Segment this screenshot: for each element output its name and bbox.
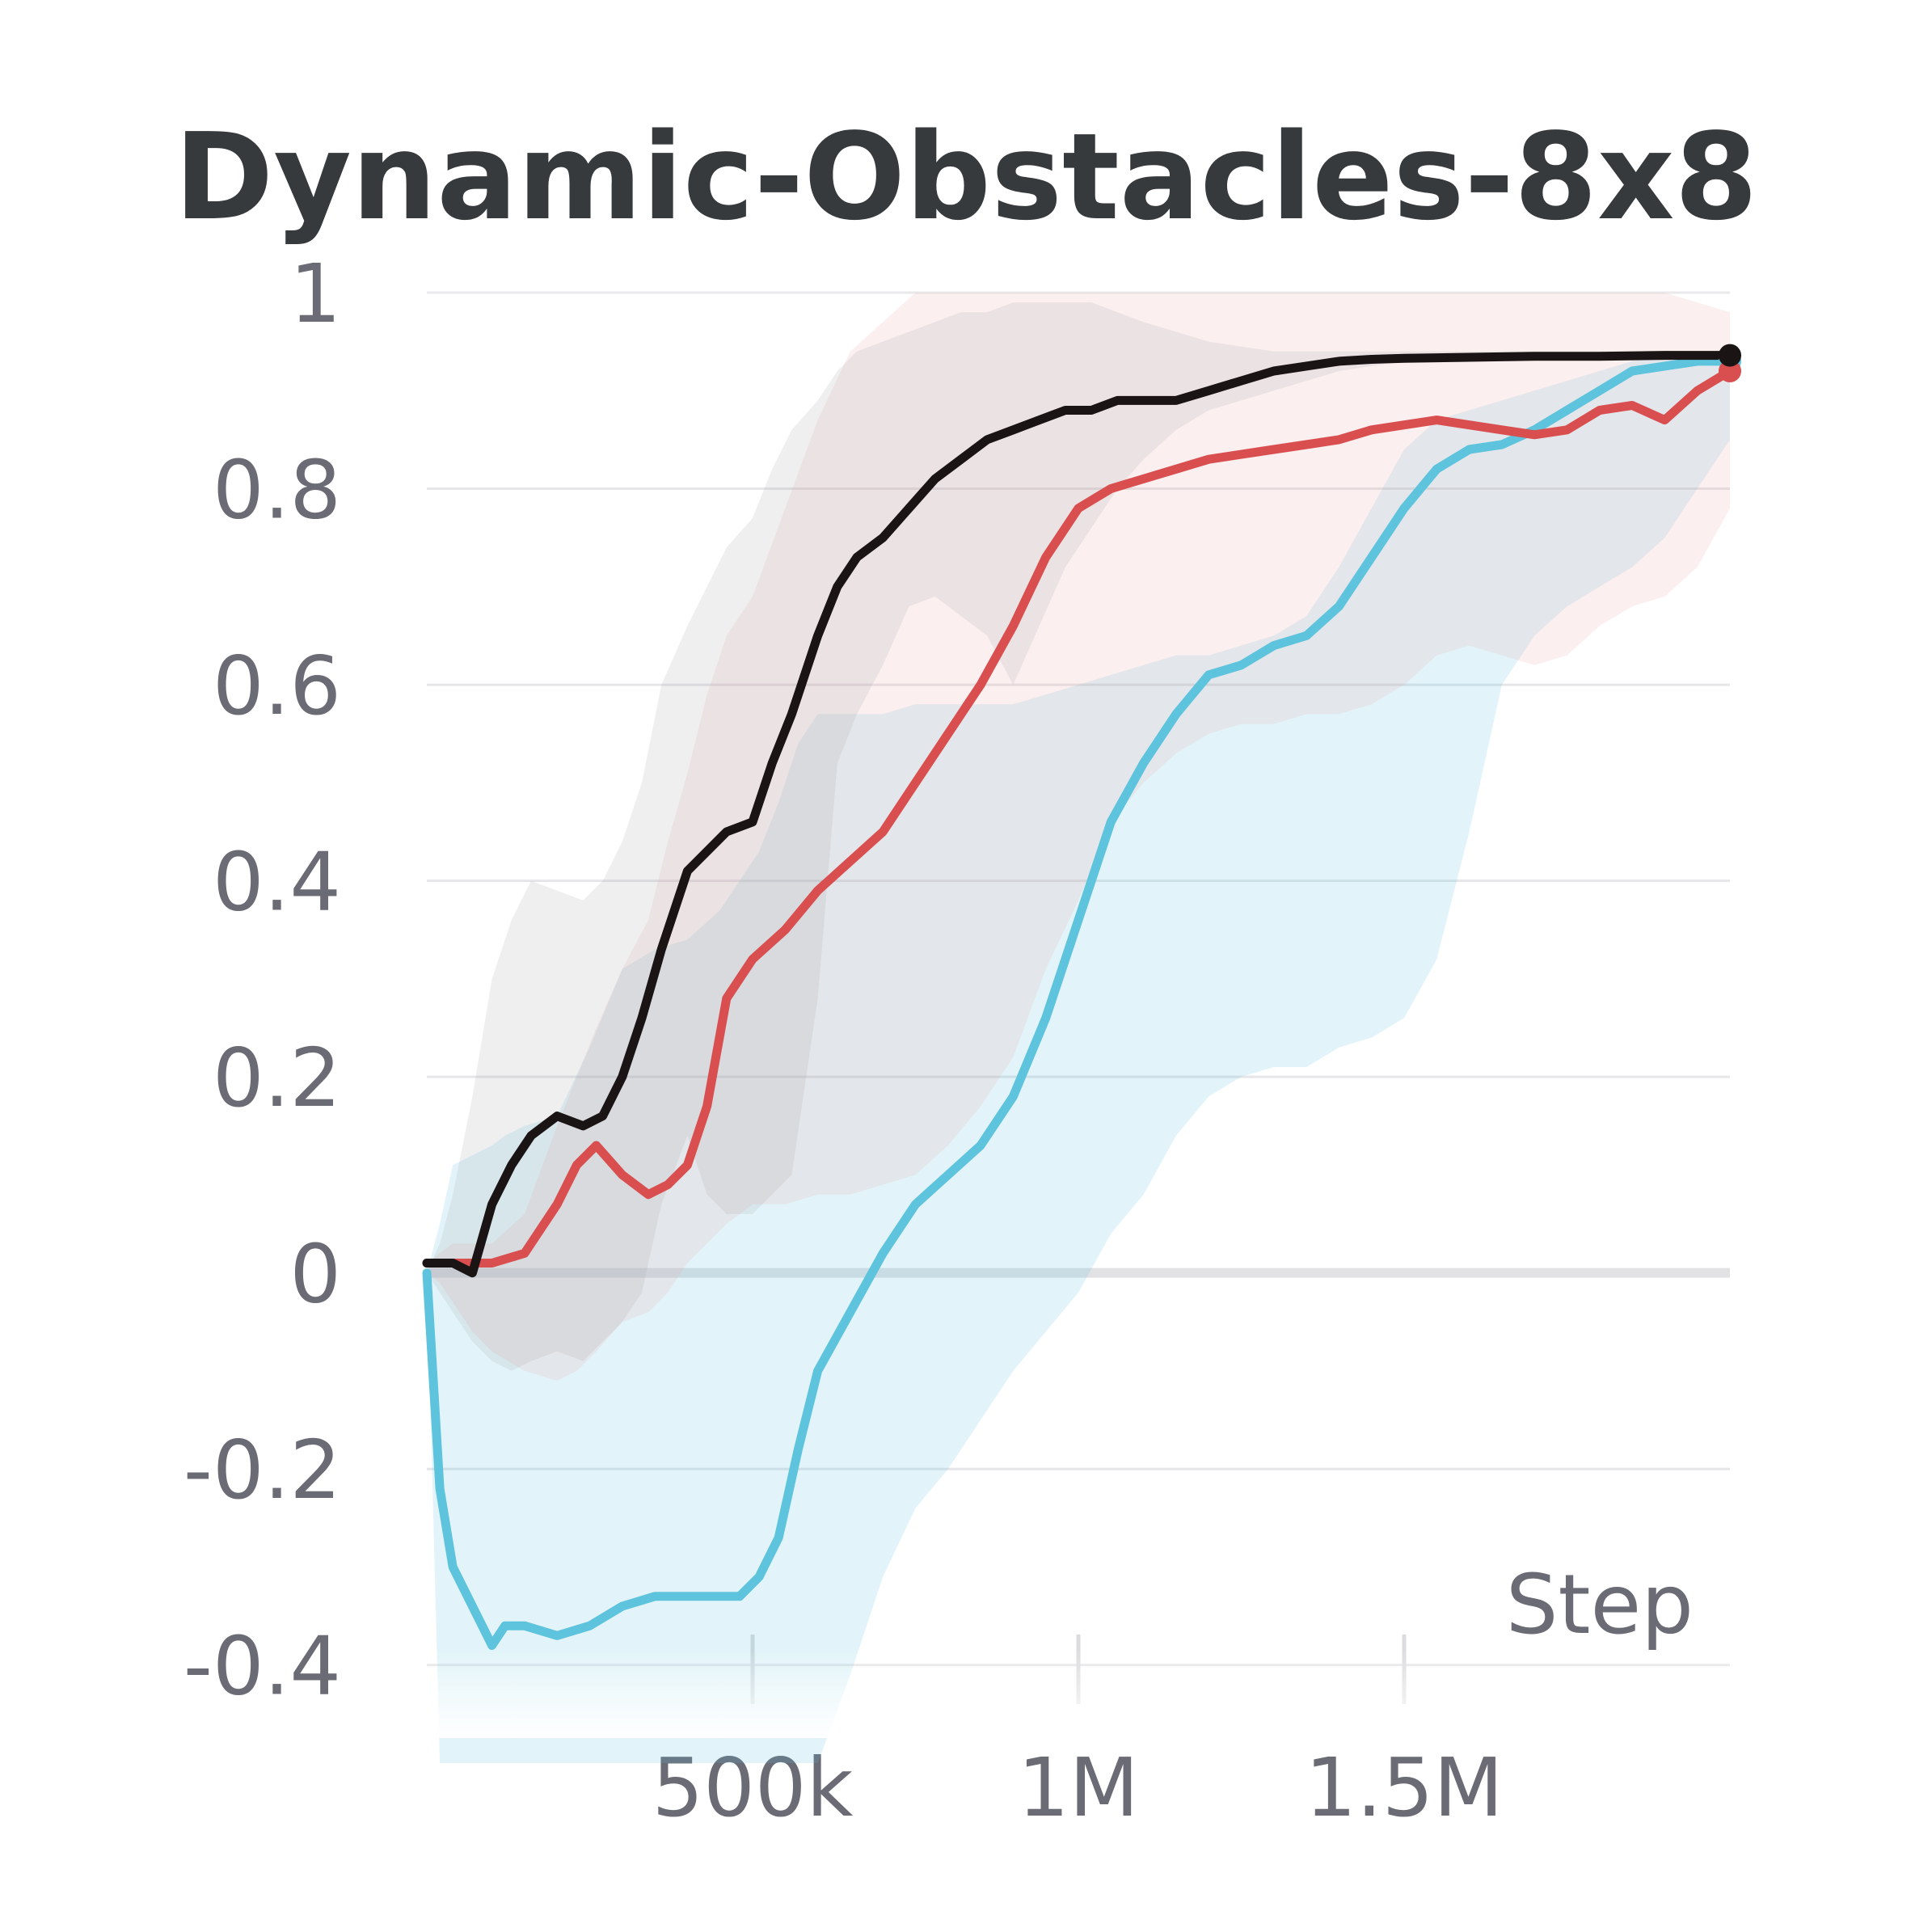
x-tick-labels: 500k 1M 1.5M	[652, 1740, 1504, 1835]
series-2-line	[422, 351, 1735, 1278]
x-axis-label: Step	[1506, 1557, 1694, 1653]
series-end-markers	[1719, 344, 1741, 383]
y-tick-label-2: 0.6	[213, 639, 341, 733]
y-tick-labels: 1 0.8 0.6 0.4 0.2 0 -0.2 -0.4	[183, 247, 341, 1714]
y-tick-label-5: 0	[289, 1227, 341, 1322]
chart-title: Dynamic-Obstacles-8x8	[175, 108, 1758, 247]
y-tick-label-0: 1	[289, 247, 341, 341]
series-1-band	[427, 293, 1730, 1382]
y-tick-label-3: 0.4	[213, 835, 341, 930]
series-lines	[422, 351, 1735, 1650]
x-tick-label-2: 1.5M	[1305, 1740, 1503, 1835]
grid-lines	[427, 291, 1730, 1667]
y-tick-label-1: 0.8	[213, 443, 341, 538]
series-2-end-marker	[1719, 344, 1741, 367]
y-tick-label-4: 0.2	[213, 1031, 341, 1125]
series-2-band	[427, 302, 1730, 1371]
series-0-band	[427, 351, 1730, 1763]
y-tick-label-7: -0.4	[183, 1619, 341, 1714]
x-tick-label-1: 1M	[1018, 1740, 1139, 1835]
x-tick-label-0: 500k	[652, 1740, 854, 1835]
series-1-line	[422, 366, 1735, 1268]
series-1-end-marker	[1719, 360, 1741, 383]
series-0-line	[422, 356, 1735, 1650]
confidence-bands	[427, 293, 1730, 1763]
band-fade-top	[420, 255, 1746, 299]
y-tick-label-6: -0.2	[183, 1423, 341, 1517]
band-fade-bottom	[420, 1649, 1746, 1738]
